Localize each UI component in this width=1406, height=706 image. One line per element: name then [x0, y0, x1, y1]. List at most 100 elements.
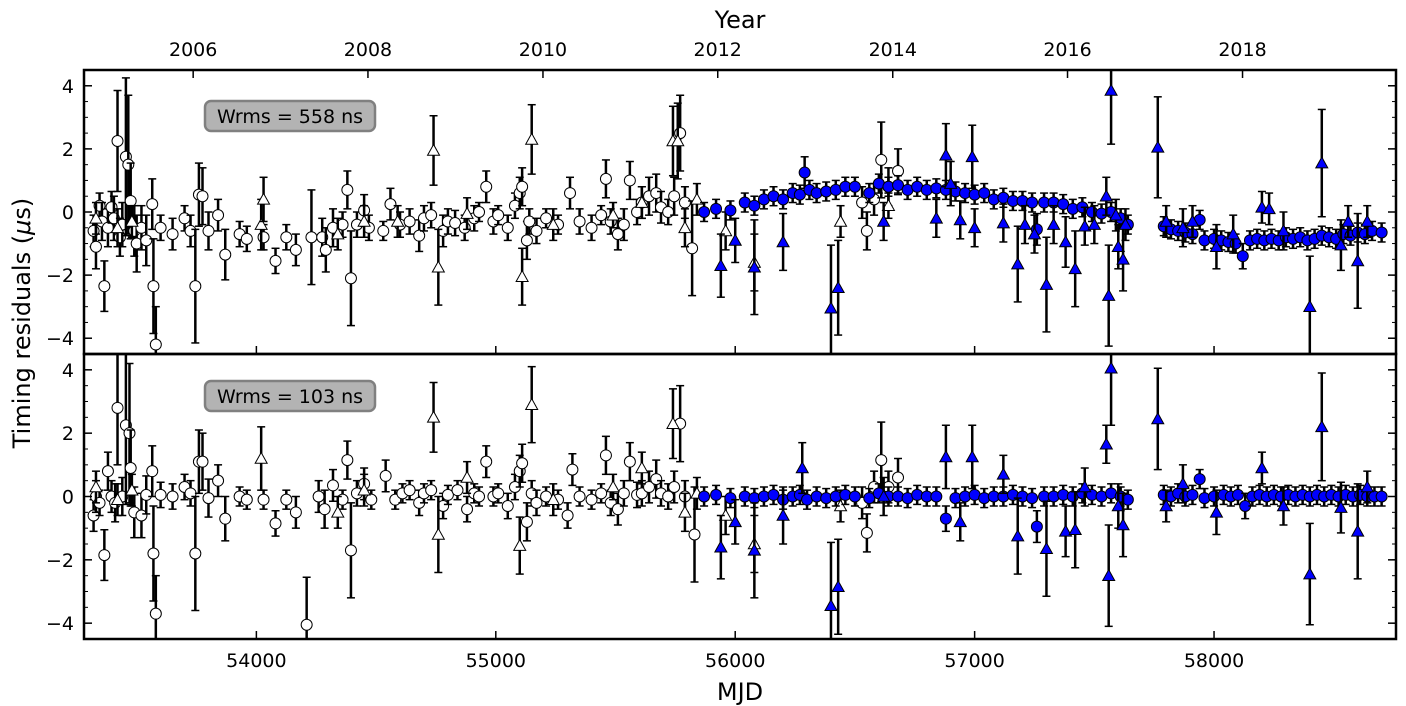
open-triangle-point — [678, 505, 692, 518]
open-circle-point — [623, 174, 636, 187]
plot-area — [87, 354, 1388, 639]
y-tick-label: −2 — [46, 265, 74, 287]
open-circle-point — [875, 153, 888, 166]
open-triangle-point — [330, 227, 345, 240]
blue-circle-point — [1026, 196, 1039, 209]
open-circle-point — [585, 221, 598, 234]
year-tick-label: 2018 — [1218, 39, 1266, 61]
blue-triangle-point — [1101, 288, 1116, 301]
wrms-label-bottom: Wrms = 103 ns — [217, 386, 363, 408]
open-circle-point — [686, 242, 699, 255]
blue-circle-point — [710, 202, 723, 215]
open-circle-point — [154, 488, 167, 501]
blue-triangle-point — [1302, 567, 1317, 580]
open-circle-point — [492, 209, 505, 222]
blue-triangle-point — [1341, 214, 1355, 227]
x-tick-label: 57000 — [944, 650, 1004, 672]
open-circle-point — [149, 607, 162, 620]
y-tick-label: 0 — [62, 202, 74, 224]
open-circle-point — [122, 158, 135, 171]
blue-triangle-point — [1077, 479, 1092, 493]
blue-triangle-point — [1046, 217, 1061, 230]
blue-triangle-point — [1104, 83, 1118, 96]
open-circle-point — [289, 506, 302, 519]
open-triangle-point — [460, 470, 474, 483]
x-tick-label: 54000 — [226, 650, 286, 672]
blue-triangle-point — [996, 216, 1011, 229]
blue-triangle-point — [965, 449, 980, 463]
x-tick-label: 55000 — [466, 650, 526, 672]
blue-triangle-point — [1099, 189, 1114, 202]
open-circle-point — [573, 215, 586, 228]
open-triangle-point — [666, 416, 680, 429]
open-circle-point — [135, 509, 148, 522]
blue-triangle-point — [831, 579, 846, 593]
blue-triangle-point — [1027, 227, 1042, 240]
blue-circle-point — [1193, 473, 1206, 486]
blue-triangle-point — [1334, 500, 1348, 513]
open-circle-point — [662, 490, 675, 503]
blue-circle-point — [978, 187, 991, 200]
y-tick-label: 4 — [62, 360, 74, 382]
blue-triangle-point — [776, 508, 790, 521]
blue-triangle-point — [1209, 505, 1224, 518]
open-circle-point — [668, 481, 681, 493]
blue-triangle-point — [747, 543, 762, 556]
open-circle-point — [523, 215, 536, 228]
bottom-panel: −4 −2 0 2 4 54000 55000 56000 57000 58000 — [46, 352, 1398, 672]
blue-triangle-point — [1255, 460, 1269, 474]
wrms-label-top: Wrms = 558 ns — [217, 106, 363, 128]
open-circle-point — [219, 248, 232, 261]
open-circle-point — [113, 231, 126, 244]
open-circle-point — [599, 449, 612, 462]
blue-triangle-point — [1159, 214, 1174, 227]
open-circle-point — [280, 231, 293, 244]
blue-triangle-point — [996, 467, 1011, 480]
blue-triangle-point — [1039, 541, 1054, 555]
blue-circle-point — [767, 488, 780, 501]
y-tick-label: 4 — [62, 76, 74, 98]
blue-triangle-point — [1087, 217, 1102, 230]
blue-triangle-point — [728, 514, 743, 528]
open-circle-point — [318, 503, 331, 516]
open-circle-point — [480, 180, 493, 193]
blue-triangle-point — [1150, 411, 1165, 425]
blue-triangle-point — [1058, 524, 1073, 537]
blue-triangle-point — [831, 280, 846, 294]
open-circle-point — [585, 493, 598, 506]
open-circle-point — [146, 198, 159, 211]
blue-triangle-point — [876, 489, 891, 502]
open-circle-point — [257, 231, 270, 244]
blue-triangle-point — [929, 211, 944, 224]
blue-triangle-point — [953, 514, 968, 528]
open-triangle-point — [256, 192, 271, 205]
blue-triangle-point — [1101, 568, 1116, 581]
open-triangle-point — [546, 492, 561, 505]
open-circle-point — [149, 338, 162, 351]
open-circle-point — [257, 493, 270, 506]
open-triangle-point — [125, 214, 139, 227]
open-circle-point — [105, 201, 118, 214]
open-circle-point — [530, 224, 543, 237]
blue-triangle-point — [939, 449, 953, 463]
blue-triangle-point — [1010, 529, 1025, 542]
blue-circle-point — [710, 488, 723, 501]
open-circle-point — [341, 183, 354, 196]
y-tick-label: −2 — [46, 550, 74, 572]
blue-circle-point — [777, 193, 790, 206]
open-circle-point — [312, 490, 325, 503]
open-circle-point — [480, 455, 493, 468]
blue-circle-point — [1375, 490, 1388, 503]
open-circle-point — [520, 234, 533, 247]
blue-circle-point — [1026, 492, 1039, 505]
open-circle-point — [289, 243, 302, 256]
y-tick-label: −4 — [46, 328, 74, 350]
year-tick-label: 2014 — [869, 39, 917, 61]
open-circle-point — [501, 500, 514, 512]
open-circle-point — [280, 493, 293, 506]
blue-triangle-point — [1360, 479, 1375, 493]
open-circle-point — [240, 493, 253, 506]
blue-triangle-point — [713, 540, 728, 553]
blue-circle-point — [1030, 520, 1043, 533]
open-circle-point — [377, 224, 390, 237]
